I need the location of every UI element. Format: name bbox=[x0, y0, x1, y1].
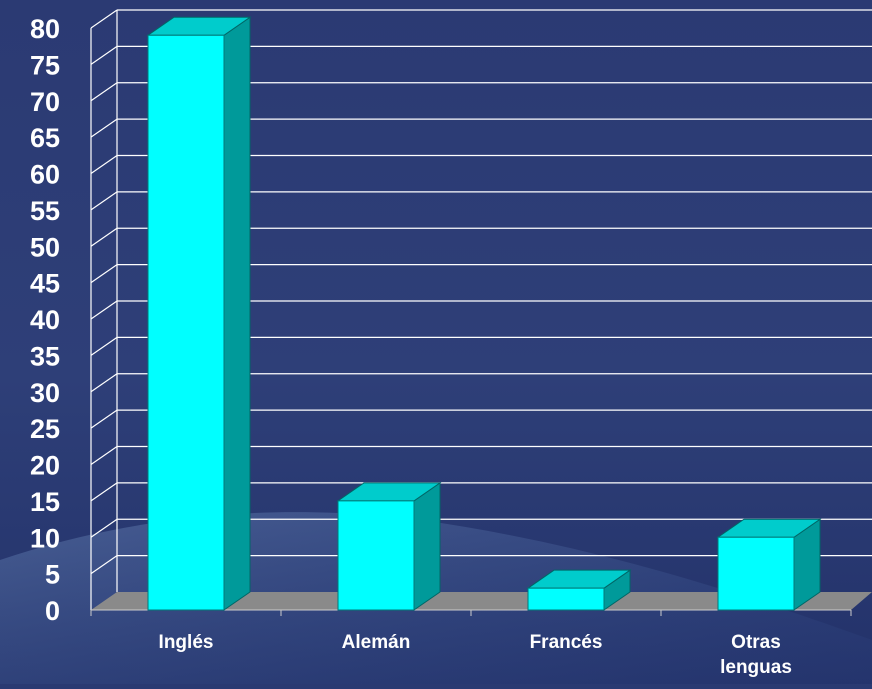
x-tick-label: Otras bbox=[731, 632, 781, 653]
bar bbox=[526, 569, 632, 611]
x-tick-label: Inglés bbox=[159, 632, 214, 653]
x-tick-label: Francés bbox=[530, 632, 603, 653]
gridline-side bbox=[90, 518, 118, 538]
y-tick-label: 40 bbox=[30, 305, 60, 335]
gridline-side bbox=[90, 555, 118, 575]
y-tick-label: 30 bbox=[30, 378, 60, 408]
y-axis: 0 5 10 15 20 25 30 35 40 45 50 55 60 65 70 75 80 bbox=[30, 14, 60, 626]
floor-plane bbox=[91, 592, 872, 610]
gridline-side bbox=[90, 409, 118, 429]
y-tick-label: 50 bbox=[30, 232, 60, 262]
gridline-side bbox=[90, 82, 118, 102]
y-tick-label: 25 bbox=[30, 414, 60, 444]
gridline-side bbox=[90, 336, 118, 356]
gridline-side bbox=[90, 482, 118, 502]
y-tick-label: 0 bbox=[45, 596, 60, 626]
bar bbox=[146, 16, 252, 611]
bar-front bbox=[717, 536, 795, 611]
gridline-side bbox=[90, 300, 118, 320]
bars bbox=[146, 16, 822, 611]
y-tick-label: 55 bbox=[30, 196, 60, 226]
y-tick-label: 75 bbox=[30, 50, 60, 80]
x-axis: Inglés Alemán Francés Otras lenguas bbox=[90, 610, 852, 678]
gridline-side bbox=[90, 264, 118, 284]
gridline-side bbox=[90, 155, 118, 174]
y-tick-label: 65 bbox=[30, 123, 60, 153]
bar-front bbox=[147, 34, 225, 611]
bar bbox=[336, 481, 442, 611]
gridline-side bbox=[90, 227, 118, 247]
y-tick-label: 15 bbox=[30, 487, 60, 517]
y-tick-label: 20 bbox=[30, 451, 60, 481]
bar-front bbox=[337, 500, 415, 611]
y-tick-label: 10 bbox=[30, 523, 60, 553]
gridline-side bbox=[90, 45, 118, 65]
gridline-side bbox=[90, 191, 118, 211]
gridline-side bbox=[90, 446, 118, 465]
x-tick-label: lenguas bbox=[720, 657, 792, 678]
bar-front bbox=[527, 587, 605, 611]
y-tick-label: 5 bbox=[45, 560, 60, 590]
y-tick-label: 80 bbox=[30, 14, 60, 44]
y-tick-label: 45 bbox=[30, 269, 60, 299]
gridline-side bbox=[90, 373, 118, 393]
bar bbox=[716, 518, 822, 611]
gridline-side bbox=[90, 9, 118, 29]
bar-side bbox=[413, 481, 441, 611]
y-tick-label: 60 bbox=[30, 160, 60, 190]
x-tick-label: Alemán bbox=[342, 632, 411, 653]
y-tick-label: 70 bbox=[30, 87, 60, 117]
bar-side bbox=[223, 16, 251, 611]
y-tick-label: 35 bbox=[30, 341, 60, 371]
gridline-side bbox=[90, 118, 118, 138]
